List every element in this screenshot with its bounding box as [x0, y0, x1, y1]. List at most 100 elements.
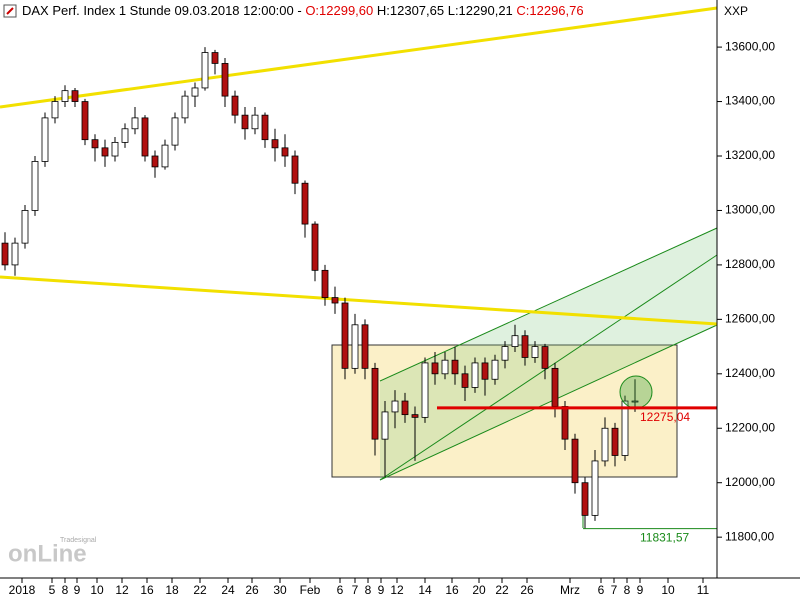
candle-body — [221, 63, 229, 97]
candle-body — [471, 362, 479, 388]
y-tick-label: 13400,00 — [725, 94, 775, 108]
candle-body — [511, 335, 519, 347]
candle-body — [201, 52, 209, 89]
candle-body — [61, 90, 69, 102]
x-tick-label: 12 — [390, 583, 404, 597]
x-tick-label: 10 — [661, 583, 675, 597]
candle-body — [101, 147, 109, 157]
candle-body — [211, 52, 219, 64]
candle-body — [31, 161, 39, 211]
candle-body — [151, 155, 159, 168]
candle-body — [261, 114, 269, 141]
candle-body — [231, 95, 239, 116]
candle-body — [411, 414, 419, 418]
x-tick-label: 16 — [140, 583, 154, 597]
candle-body — [521, 335, 529, 358]
candle-body — [361, 324, 369, 369]
candle-body — [331, 297, 339, 304]
candle-body — [71, 90, 79, 102]
candle-body — [551, 367, 559, 407]
candle-body — [501, 346, 509, 361]
candle-body — [371, 367, 379, 440]
y-tick-label: 12400,00 — [725, 366, 775, 380]
channel-line — [379, 324, 718, 481]
symbol-icon-line — [6, 7, 14, 15]
logo-brand: Tradesignal — [60, 537, 97, 544]
channel-fill — [380, 228, 717, 480]
candle-body — [581, 482, 589, 516]
candle-body — [191, 87, 199, 97]
title-part: H:12307,65 L:12290,21 — [373, 3, 516, 18]
candle-body — [291, 155, 299, 184]
overlay: 12275,04 11831,57 — [437, 406, 717, 545]
candle-body — [111, 141, 119, 157]
axis-name: XXP — [724, 4, 748, 18]
level-label: 11831,57 — [640, 531, 689, 545]
x-tick-label: Feb — [300, 583, 321, 597]
x-tick-label: 5 — [49, 583, 56, 597]
x-tick-label: 8 — [365, 583, 372, 597]
x-tick-label: 9 — [637, 583, 644, 597]
x-tick-label: 9 — [74, 583, 81, 597]
channel-line — [379, 227, 718, 382]
y-tick-label: 13200,00 — [725, 148, 775, 162]
candle-body — [301, 182, 309, 225]
candles — [1, 47, 639, 529]
candle-body — [21, 210, 29, 244]
candle-body — [131, 117, 139, 130]
y-tick-label: 13600,00 — [725, 39, 775, 53]
y-tick-label: 12200,00 — [725, 420, 775, 434]
y-tick-label: 12000,00 — [725, 475, 775, 489]
x-tick-label: 6 — [598, 583, 605, 597]
candle-body — [311, 223, 319, 271]
x-tick-label: 14 — [418, 583, 432, 597]
x-tick-label: 20 — [472, 583, 486, 597]
x-tick-label: 24 — [221, 583, 235, 597]
x-tick-label: 30 — [273, 583, 287, 597]
candle-body — [161, 144, 169, 168]
title-part: C:12296,76 — [516, 3, 583, 18]
logo-text: onLine — [8, 540, 87, 567]
candle-body — [541, 346, 549, 369]
trend-line — [0, 6, 718, 109]
x-tick-label: 8 — [62, 583, 69, 597]
candle-body — [611, 427, 619, 456]
y-tick-label: 11800,00 — [725, 529, 774, 543]
candle-body — [171, 117, 179, 146]
x-tick-label: 8 — [624, 583, 631, 597]
candle-body — [241, 114, 249, 130]
candle-body — [281, 147, 289, 157]
x-tick-label: 6 — [337, 583, 344, 597]
title-part: DAX Perf. Index 1 Stunde 09.03.2018 12:0… — [22, 3, 305, 18]
x-tick-label: 16 — [445, 583, 459, 597]
y-tick-label: 12600,00 — [725, 312, 775, 326]
x-tick-label: 10 — [90, 583, 104, 597]
candle-body — [431, 362, 439, 375]
x-tick-label: 2018 — [9, 583, 36, 597]
x-tick-label: 7 — [352, 583, 359, 597]
candle-body — [631, 400, 639, 403]
x-tick-label: 11 — [697, 583, 710, 597]
candle-body — [421, 362, 429, 418]
candle-body — [181, 95, 189, 119]
x-tick-label: 9 — [378, 583, 385, 597]
candle-body — [491, 359, 499, 380]
chart-title: DAX Perf. Index 1 Stunde 09.03.2018 12:0… — [22, 3, 584, 18]
candle-body — [251, 114, 259, 130]
candle-body — [591, 460, 599, 516]
candle-body — [351, 324, 359, 369]
candle-body — [41, 117, 49, 162]
x-tick-label: Mrz — [560, 583, 580, 597]
candle-body — [1, 242, 9, 266]
candle-body — [621, 400, 629, 456]
candle-body — [481, 362, 489, 380]
level-label: 12275,04 — [640, 410, 690, 424]
x-tick-label: 26 — [520, 583, 534, 597]
x-tick-label: 26 — [245, 583, 259, 597]
x-tick-label: 22 — [193, 583, 207, 597]
candle-body — [401, 400, 409, 416]
candle-body — [141, 117, 149, 157]
channel-line — [379, 254, 718, 481]
candle-body — [561, 406, 569, 440]
